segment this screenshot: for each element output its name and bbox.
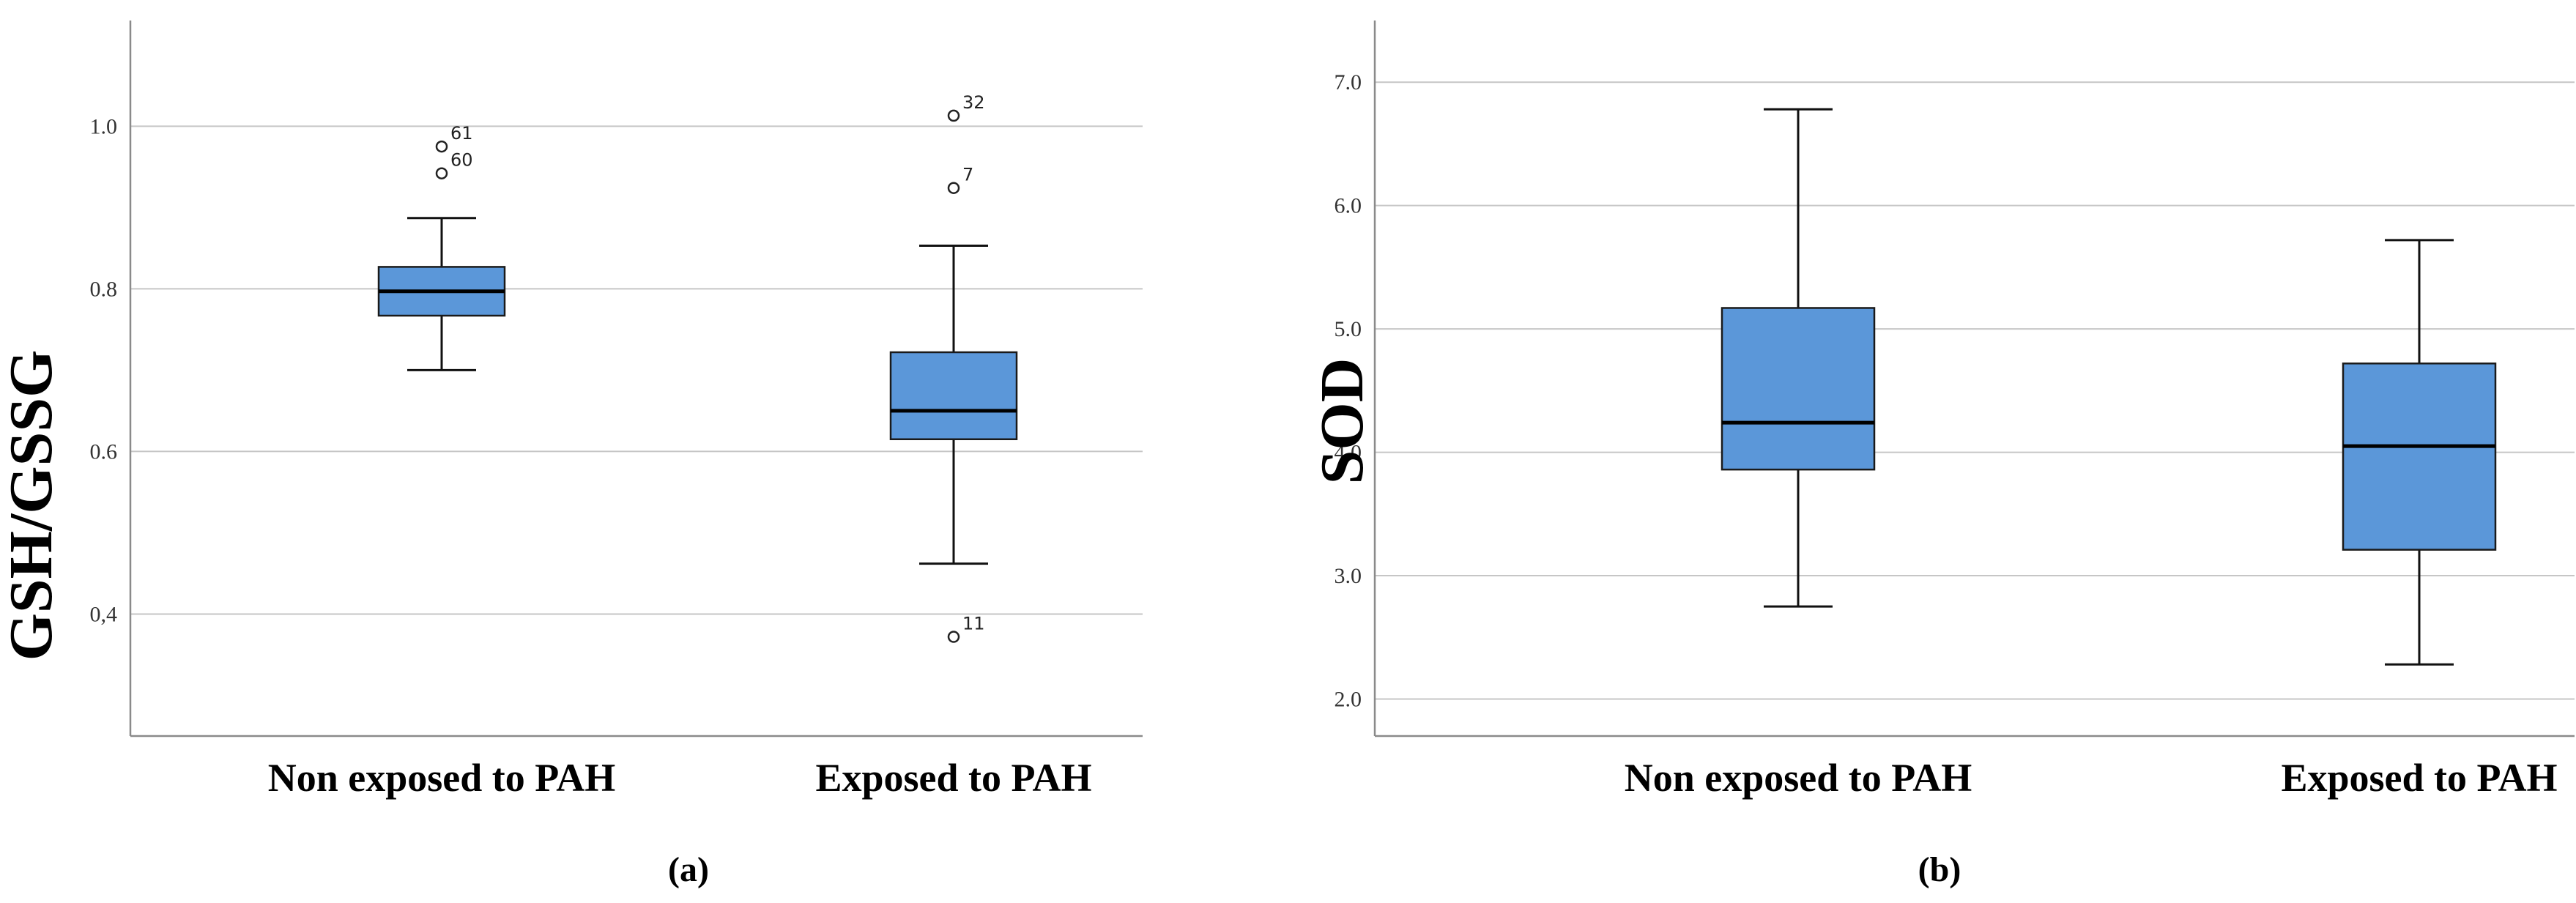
- outlier-point: [947, 182, 960, 194]
- y-tick-label: 5.0: [1335, 317, 1362, 341]
- outlier-label: 7: [962, 165, 973, 185]
- y-tick-label: 3.0: [1335, 564, 1362, 588]
- panel-label: (a): [668, 850, 709, 889]
- outlier-point: [947, 631, 960, 643]
- x-category-label: Exposed to PAH: [2281, 756, 2557, 800]
- panel-label: (b): [1918, 850, 1961, 889]
- box-non-exposed: [1721, 108, 1876, 608]
- iqr-box: [1721, 307, 1876, 471]
- outlier-point: [435, 167, 448, 179]
- x-category-label: Non exposed to PAH: [1625, 756, 1972, 800]
- y-tick-label: 6.0: [1335, 194, 1362, 218]
- y-tick-label: 4.0: [1335, 441, 1362, 465]
- y-tick-label: 0,4: [90, 602, 118, 626]
- outlier-point: [947, 109, 960, 122]
- y-tick-label: 0.8: [90, 277, 118, 301]
- box-exposed: 32 7 11: [889, 92, 1018, 643]
- y-tick-label: 0.6: [90, 439, 118, 464]
- box-exposed: [2342, 239, 2497, 666]
- y-axis-title: GSH/GSSG: [0, 350, 65, 661]
- iqr-box: [889, 351, 1018, 441]
- x-category-label: Exposed to PAH: [815, 756, 1091, 800]
- y-tick-label: 2.0: [1335, 687, 1362, 711]
- outlier-point: [435, 140, 448, 153]
- y-axis-title: SOD: [1308, 358, 1376, 485]
- y-tick-label: 1.0: [90, 114, 118, 138]
- y-tick-label: 7.0: [1335, 70, 1362, 94]
- outlier-label: 11: [962, 614, 985, 634]
- iqr-box: [2342, 363, 2497, 551]
- outlier-label: 61: [450, 123, 473, 144]
- chart-panel-b: 2.0 3.0 4.0 5.0 6.0 7.0 Non exposed to PAH Expo…: [1308, 21, 2575, 889]
- x-category-label: Non exposed to PAH: [268, 756, 616, 800]
- outlier-label: 60: [450, 150, 473, 171]
- outlier-label: 32: [962, 92, 985, 113]
